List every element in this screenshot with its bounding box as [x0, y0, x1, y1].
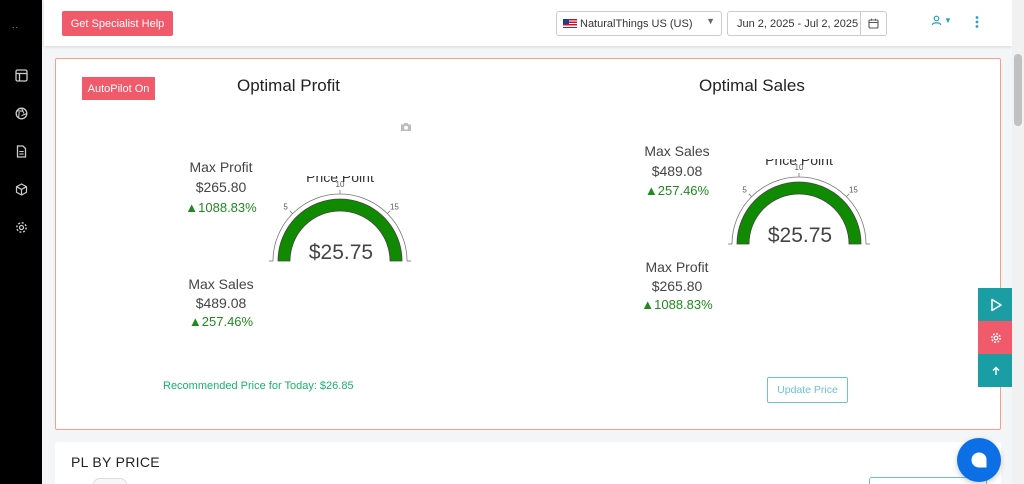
- gauge-tick-label: 10: [336, 180, 345, 189]
- max-sales-change: ▲257.46%: [188, 314, 254, 329]
- store-select-value: NaturalThings US (US): [580, 17, 693, 30]
- more-options-icon[interactable]: [974, 15, 980, 34]
- camera-icon[interactable]: [400, 119, 412, 137]
- autopilot-badge[interactable]: AutoPilot On: [82, 77, 155, 100]
- gauge-tick: [846, 193, 850, 197]
- gauge-value-band: [277, 198, 403, 262]
- max-sales-label: Max Sales: [188, 276, 254, 292]
- gauge-tick-label: 15: [390, 203, 399, 212]
- pl-by-price-title: PL BY PRICE: [71, 454, 160, 470]
- gauge-tick-label: 0: [724, 240, 725, 249]
- gauge-title: Price Point: [306, 176, 374, 185]
- price-point-gauge-profit: 0 5 10 15 Price Point $25.75: [265, 176, 411, 266]
- max-sales-change: ▲257.46%: [644, 183, 710, 198]
- caret-down-icon: ▼: [944, 16, 952, 25]
- optimal-profit-title: Optimal Profit: [237, 76, 340, 95]
- gauge-frame: [731, 176, 867, 245]
- play-button[interactable]: [978, 288, 1013, 321]
- chat-bubble-icon: [971, 452, 987, 468]
- gauge-tick-label: 10: [795, 163, 804, 172]
- optimization-card: AutoPilot On Optimal Profit Max Profit $…: [55, 58, 1001, 430]
- user-icon: [931, 15, 942, 26]
- arrow-up-icon: [992, 366, 999, 375]
- gauge-value-band: [736, 181, 862, 245]
- chevron-down-icon: ▼: [706, 16, 715, 26]
- date-range-picker[interactable]: Jun 2, 2025 - Jul 2, 2025: [727, 11, 887, 36]
- chat-button[interactable]: [957, 438, 1001, 482]
- calendar-button[interactable]: [860, 12, 886, 35]
- max-profit-change: ▲1088.83%: [185, 200, 257, 215]
- settings-button[interactable]: [978, 321, 1013, 354]
- sidebar-logo: ..: [12, 20, 20, 30]
- us-flag-icon: [563, 19, 577, 28]
- sidebar: ..: [0, 0, 42, 484]
- toggle-switch[interactable]: [93, 478, 127, 484]
- user-menu[interactable]: ▼: [931, 15, 952, 26]
- scrollbar-thumb[interactable]: [1014, 54, 1022, 126]
- max-profit-change: ▲1088.83%: [641, 297, 713, 312]
- recommended-price-text: Recommended Price for Today: $26.85: [163, 380, 354, 392]
- gauge-tick: [387, 210, 391, 214]
- calendar-icon: [868, 18, 879, 29]
- layout-icon[interactable]: [14, 68, 28, 82]
- price-point-gauge-sales: 0 5 10 15 Price Point $25.75: [724, 159, 870, 249]
- max-sales-label: Max Sales: [644, 143, 710, 159]
- play-icon: [990, 298, 1002, 311]
- max-profit-label: Max Profit: [645, 259, 709, 275]
- gauge-tick-label: 5: [283, 203, 288, 212]
- store-select[interactable]: NaturalThings US (US) ▼: [556, 11, 722, 36]
- scroll-top-button[interactable]: [978, 354, 1013, 387]
- get-specialist-help-button[interactable]: Get Specialist Help: [62, 11, 173, 36]
- gear-icon: [990, 332, 1001, 343]
- max-profit-value: $265.80: [195, 179, 247, 195]
- date-range-value: Jun 2, 2025 - Jul 2, 2025: [737, 17, 859, 30]
- optimal-sales-title: Optimal Sales: [699, 76, 805, 95]
- top-bar: Get Specialist Help NaturalThings US (US…: [44, 0, 1012, 46]
- gauge-value-text: $25.75: [768, 224, 832, 247]
- gauge-tick-label: 15: [849, 186, 858, 195]
- max-profit-value: $265.80: [651, 278, 703, 294]
- gauge-tick-label: 5: [742, 186, 747, 195]
- max-profit-label: Max Profit: [189, 159, 253, 175]
- gauge-tick-label: 0: [265, 257, 266, 266]
- gauge-tick: [748, 193, 752, 197]
- gear-icon[interactable]: [14, 220, 28, 234]
- gauge-title: Price Point: [765, 159, 833, 168]
- pl-by-price-card: PL BY PRICE: [55, 442, 1001, 484]
- file-text-icon[interactable]: [14, 144, 28, 158]
- gauge-frame: [272, 193, 408, 262]
- update-price-button[interactable]: Update Price: [767, 377, 848, 403]
- max-sales-value: $489.08: [651, 163, 703, 179]
- gauge-tick: [289, 210, 293, 214]
- aperture-icon[interactable]: [14, 106, 28, 120]
- max-sales-value: $489.08: [195, 295, 247, 311]
- box-icon[interactable]: [14, 182, 28, 196]
- gauge-value-text: $25.75: [309, 241, 373, 264]
